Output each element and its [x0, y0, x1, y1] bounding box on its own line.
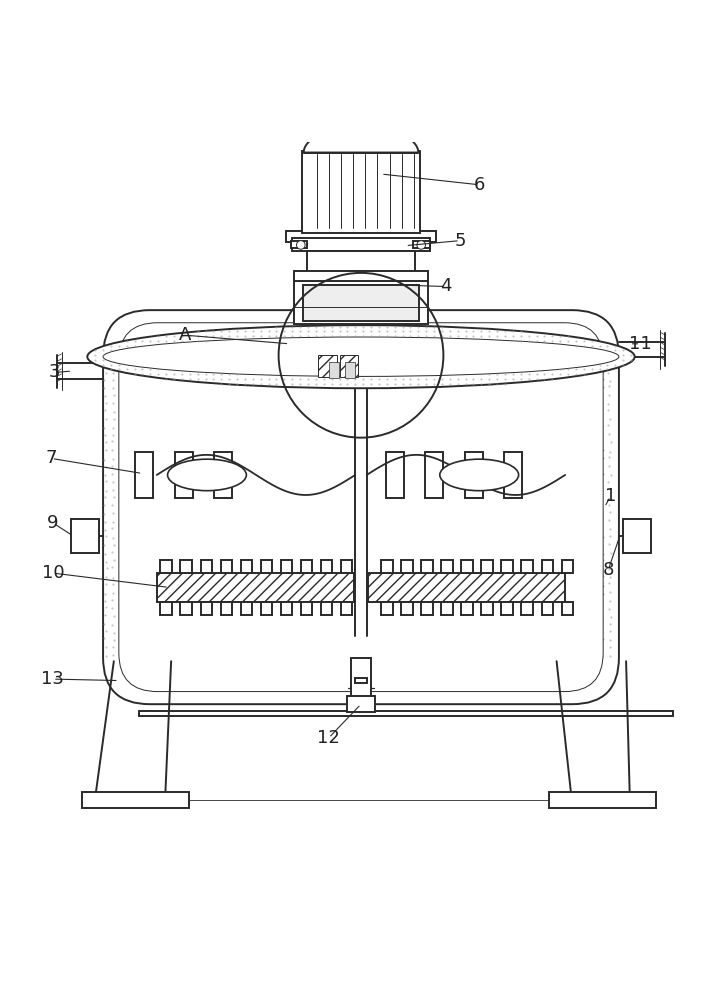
Bar	[175, 452, 193, 498]
Bar	[201, 602, 212, 615]
Bar	[562, 560, 573, 573]
Bar	[318, 355, 336, 377]
Text: 9: 9	[47, 514, 58, 532]
Bar	[180, 602, 192, 615]
Bar	[355, 678, 367, 683]
Polygon shape	[304, 127, 418, 153]
Bar	[221, 602, 232, 615]
Text: 3: 3	[48, 363, 60, 381]
Bar	[501, 560, 513, 573]
Bar	[281, 560, 292, 573]
Bar	[286, 231, 436, 242]
Bar	[261, 560, 272, 573]
Text: A: A	[179, 326, 191, 344]
Bar	[345, 362, 355, 378]
Bar	[82, 792, 189, 808]
Circle shape	[297, 241, 305, 249]
Bar	[549, 792, 656, 808]
Circle shape	[417, 241, 425, 249]
Bar	[301, 560, 313, 573]
Bar	[347, 696, 375, 712]
Bar	[542, 560, 553, 573]
Bar	[301, 602, 313, 615]
Bar	[441, 560, 453, 573]
Bar	[240, 560, 252, 573]
Bar	[542, 602, 553, 615]
Bar	[441, 602, 453, 615]
Text: 8: 8	[602, 561, 614, 579]
Bar	[465, 452, 483, 498]
Bar	[386, 452, 404, 498]
Bar	[135, 452, 153, 498]
Bar	[321, 602, 332, 615]
Bar	[240, 602, 252, 615]
Bar	[214, 452, 232, 498]
Bar	[501, 602, 513, 615]
Bar	[160, 602, 172, 615]
Bar	[381, 560, 393, 573]
Bar	[300, 241, 308, 248]
Bar	[308, 251, 414, 274]
Bar	[381, 602, 393, 615]
Bar	[482, 602, 493, 615]
Text: 10: 10	[42, 564, 64, 582]
Bar	[321, 560, 332, 573]
Bar	[521, 560, 533, 573]
Bar	[341, 602, 352, 615]
Ellipse shape	[168, 459, 246, 491]
Bar	[421, 602, 432, 615]
Bar	[351, 658, 371, 708]
Bar	[295, 271, 427, 281]
FancyBboxPatch shape	[119, 323, 603, 692]
Bar	[71, 519, 100, 553]
Bar	[461, 602, 473, 615]
Bar	[295, 281, 427, 324]
FancyBboxPatch shape	[103, 310, 619, 704]
Text: 6: 6	[474, 176, 485, 194]
Bar	[562, 602, 573, 615]
Bar	[292, 238, 430, 251]
Bar	[401, 602, 412, 615]
Bar	[622, 519, 651, 553]
Bar	[341, 560, 352, 573]
Bar	[425, 452, 443, 498]
Bar	[329, 362, 339, 378]
Bar	[201, 560, 212, 573]
Text: 1: 1	[604, 487, 616, 505]
Bar	[221, 560, 232, 573]
Text: 12: 12	[318, 729, 340, 747]
Bar	[401, 560, 412, 573]
Text: 7: 7	[45, 449, 57, 467]
Ellipse shape	[103, 337, 619, 376]
Bar	[461, 560, 473, 573]
Bar	[413, 241, 420, 248]
Bar	[339, 355, 358, 377]
FancyBboxPatch shape	[303, 151, 419, 233]
Bar	[421, 560, 432, 573]
Text: 5: 5	[454, 232, 466, 250]
Bar	[281, 602, 292, 615]
Bar	[482, 560, 493, 573]
Ellipse shape	[87, 325, 635, 388]
Bar	[261, 602, 272, 615]
Bar	[291, 241, 298, 248]
Bar	[504, 452, 522, 498]
Bar	[521, 602, 533, 615]
Bar	[422, 241, 430, 248]
Bar	[180, 560, 192, 573]
Bar	[368, 573, 565, 602]
Text: 4: 4	[440, 277, 451, 295]
Bar	[303, 285, 419, 321]
Bar	[157, 573, 354, 602]
Text: 11: 11	[629, 335, 652, 353]
Text: 13: 13	[41, 670, 64, 688]
Ellipse shape	[440, 459, 518, 491]
Bar	[160, 560, 172, 573]
